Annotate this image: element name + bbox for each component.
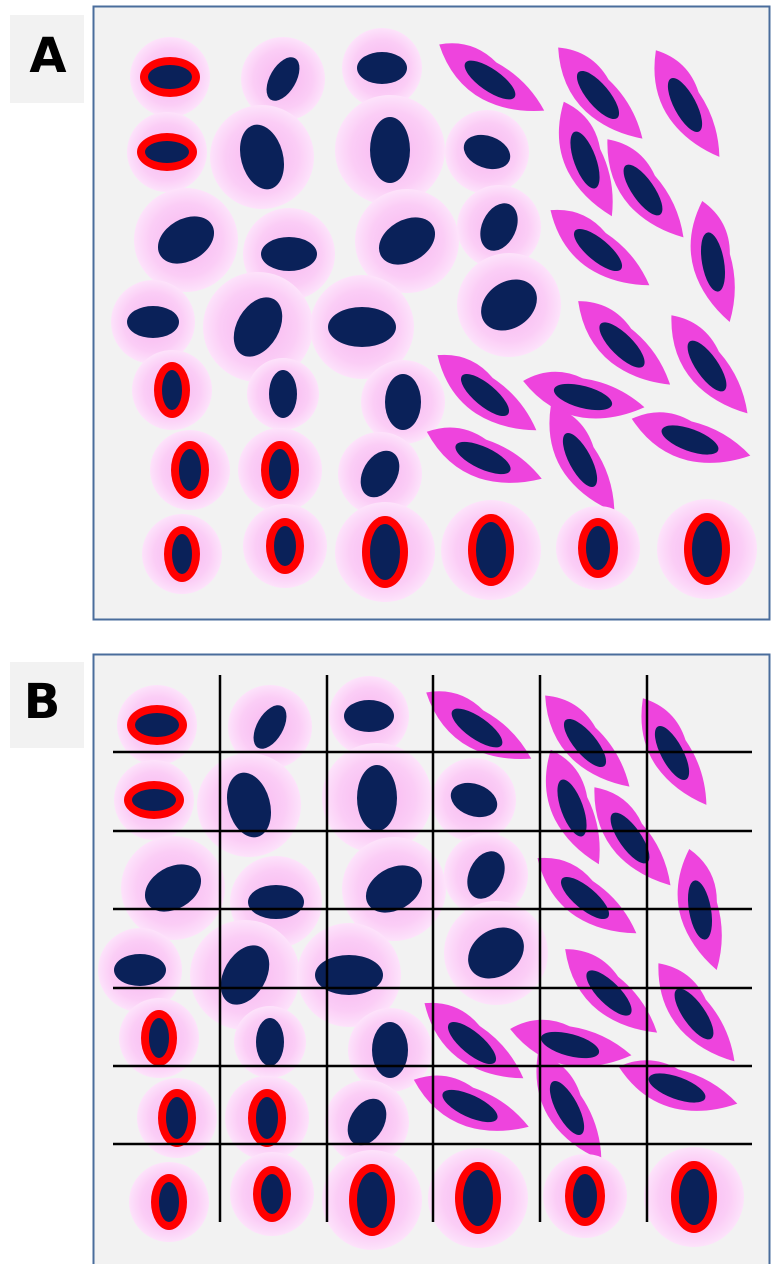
nucleus bbox=[135, 713, 179, 737]
nucleus bbox=[256, 1018, 284, 1066]
nucleus bbox=[149, 1018, 169, 1058]
nucleus bbox=[344, 700, 394, 732]
nucleus bbox=[370, 524, 400, 580]
nucleus bbox=[385, 374, 421, 430]
nucleus bbox=[261, 1174, 283, 1214]
nucleus bbox=[256, 1097, 278, 1139]
nucleus bbox=[357, 765, 397, 831]
nucleus bbox=[166, 1097, 188, 1139]
nucleus bbox=[274, 526, 296, 566]
nucleus bbox=[586, 526, 610, 570]
nucleus bbox=[463, 1170, 493, 1226]
nucleus bbox=[269, 449, 291, 491]
nucleus bbox=[328, 307, 396, 347]
nucleus bbox=[269, 370, 297, 418]
nucleus bbox=[357, 1172, 387, 1228]
nucleus bbox=[145, 141, 189, 163]
nucleus bbox=[248, 885, 304, 919]
nucleus bbox=[172, 534, 192, 574]
figure: A B bbox=[0, 0, 771, 1264]
nucleus bbox=[261, 237, 317, 271]
nucleus bbox=[127, 306, 179, 338]
nucleus bbox=[162, 370, 182, 410]
nucleus bbox=[114, 954, 166, 986]
nucleus bbox=[132, 789, 176, 811]
nucleus bbox=[476, 522, 506, 578]
nucleus bbox=[573, 1174, 597, 1218]
nucleus bbox=[159, 1182, 179, 1222]
nucleus bbox=[357, 52, 407, 84]
nucleus bbox=[179, 449, 201, 491]
nucleus bbox=[148, 65, 192, 89]
nucleus bbox=[372, 1022, 408, 1078]
nucleus bbox=[679, 1169, 709, 1225]
panel-label: A bbox=[29, 28, 66, 84]
nucleus bbox=[370, 117, 410, 183]
panel-label: B bbox=[24, 674, 61, 730]
nucleus bbox=[692, 521, 722, 577]
